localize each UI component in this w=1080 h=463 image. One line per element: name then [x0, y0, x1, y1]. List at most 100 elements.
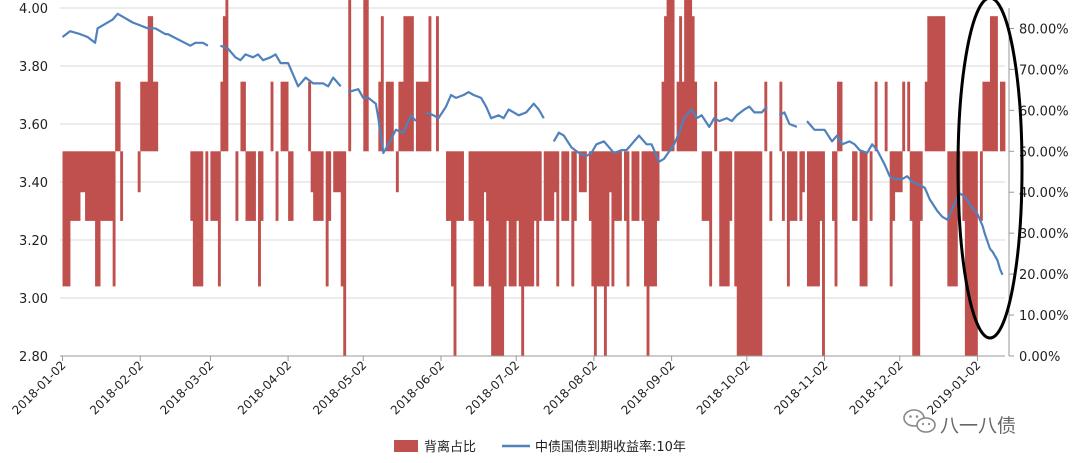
bar	[543, 151, 552, 221]
bar	[395, 151, 399, 193]
bar	[385, 81, 394, 152]
bar	[571, 151, 575, 287]
bar	[1002, 81, 1006, 152]
yield-line-segment	[552, 105, 768, 163]
right-tick-label: 60.00%	[1019, 104, 1069, 119]
highlight-ellipse	[956, 0, 1024, 340]
right-tick-label: 80.00%	[1019, 22, 1069, 37]
bar	[242, 81, 246, 152]
bar	[909, 151, 913, 221]
bar	[854, 151, 858, 221]
bar	[924, 81, 928, 152]
legend-swatch-bar	[394, 440, 418, 452]
bar	[593, 151, 597, 356]
bar	[701, 151, 710, 221]
bar	[100, 151, 106, 221]
bar	[611, 151, 615, 287]
bar	[120, 151, 124, 221]
right-tick-label: 70.00%	[1019, 63, 1069, 78]
x-tick-label: 2018-05-02	[310, 358, 369, 417]
bar	[260, 151, 264, 221]
bar	[523, 151, 527, 287]
bar	[839, 81, 843, 152]
bar	[929, 16, 938, 152]
bar	[333, 151, 342, 193]
x-axis: 2018-01-02 2018-02-02 2018-03-02 2018-04-02…	[9, 355, 1005, 417]
bar	[588, 151, 592, 221]
bar	[874, 81, 878, 152]
bar	[681, 81, 685, 152]
bar	[646, 151, 650, 356]
bar	[664, 16, 668, 152]
bar	[325, 151, 329, 287]
bar	[240, 81, 244, 152]
bar	[962, 151, 966, 221]
bar	[806, 151, 815, 287]
yield-line-segment	[778, 111, 798, 128]
bar	[892, 151, 896, 221]
bar	[852, 151, 856, 221]
bar	[117, 81, 121, 152]
left-axis: 2.80 3.00 3.20 3.40 3.60 3.80 4.00	[19, 2, 48, 365]
bar	[85, 151, 88, 221]
right-tick-label: 10.00%	[1019, 309, 1069, 324]
bar	[348, 0, 352, 152]
bar	[105, 151, 114, 221]
bar	[155, 81, 159, 152]
bar	[275, 151, 279, 221]
bar	[603, 151, 607, 356]
bar	[834, 151, 838, 287]
bar	[714, 81, 718, 152]
bar	[644, 151, 647, 287]
bar	[62, 151, 68, 287]
right-tick-label: 40.00%	[1019, 186, 1069, 201]
bar	[380, 16, 384, 152]
bar	[398, 81, 402, 152]
bar	[415, 81, 419, 152]
bar	[822, 151, 825, 356]
bar	[491, 151, 500, 356]
bar	[365, 0, 369, 152]
x-tick-label: 2018-11-02	[771, 358, 830, 417]
bar	[779, 81, 783, 152]
bar	[328, 151, 332, 221]
bar	[473, 151, 485, 287]
yield-line-segment	[425, 91, 545, 120]
annotation	[956, 0, 1024, 340]
bar	[280, 81, 289, 152]
wechat-icon	[903, 409, 936, 433]
bar	[451, 151, 454, 287]
bar	[814, 151, 818, 287]
right-tick-label: 0.00%	[1019, 350, 1060, 365]
bar	[508, 151, 517, 287]
yield-line-segment	[61, 12, 209, 47]
bar	[420, 81, 429, 152]
bar	[453, 151, 457, 356]
bar	[95, 151, 101, 287]
bar	[521, 151, 525, 356]
bar	[456, 151, 464, 221]
right-axis: 0.00% 10.00% 20.00% 30.00% 40.00% 50.00% 60.00…	[1008, 8, 1069, 365]
bar	[210, 151, 219, 221]
bar	[608, 151, 612, 193]
bar	[310, 151, 314, 193]
bar	[817, 151, 820, 287]
bar-series	[62, 0, 1006, 356]
bar	[691, 16, 695, 152]
bar	[556, 151, 560, 287]
bar	[937, 16, 941, 152]
bar	[471, 151, 474, 221]
bar	[591, 151, 595, 287]
bar	[661, 81, 665, 152]
x-tick-label: 2018-10-02	[694, 358, 753, 417]
bar	[889, 151, 893, 287]
bar	[786, 151, 790, 287]
left-tick-label: 3.20	[19, 234, 48, 249]
bar	[869, 151, 873, 221]
bar	[709, 151, 713, 287]
bar	[446, 151, 449, 221]
watermark: 八一八债	[903, 409, 1016, 437]
bar	[137, 151, 141, 193]
bar	[468, 151, 472, 221]
